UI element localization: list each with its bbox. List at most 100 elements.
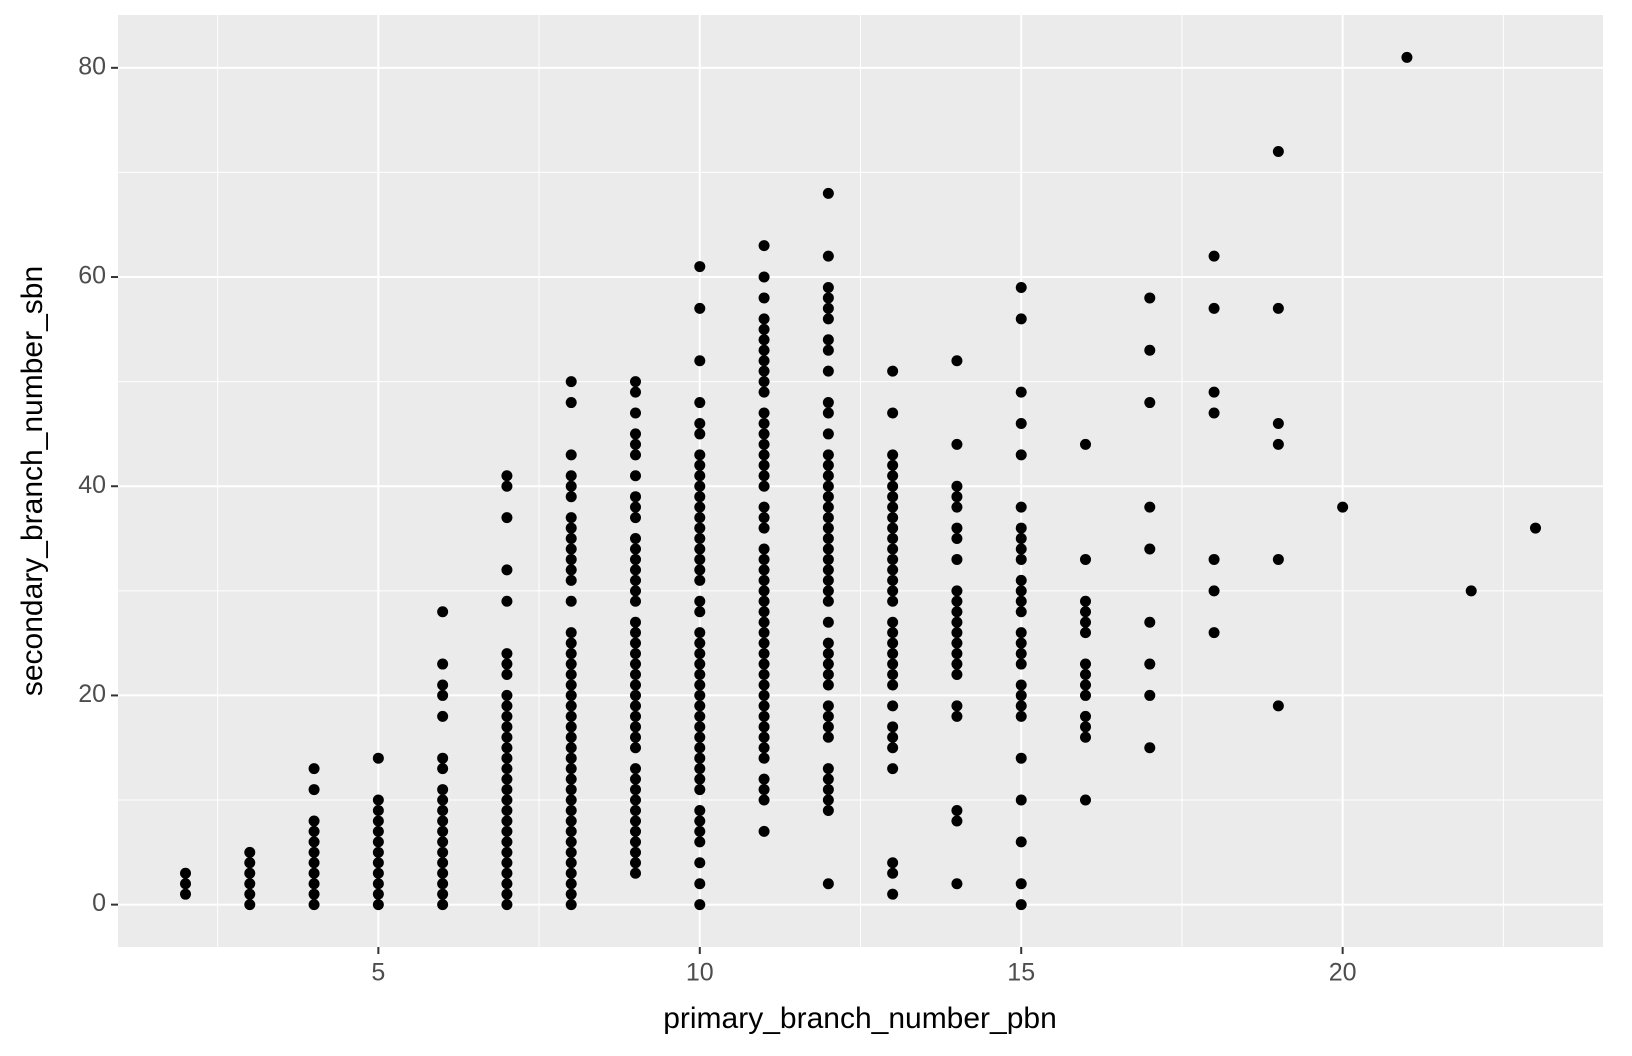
point [565,533,577,545]
point [822,553,834,565]
point [887,553,899,565]
point [630,449,641,461]
point [1144,616,1156,628]
point [372,878,384,890]
point [501,825,513,837]
y-axis-title: secondary_branch_number_sbn [16,266,49,696]
point [630,700,641,712]
point [887,585,899,597]
point [1208,250,1220,262]
point [694,804,706,816]
point [501,721,513,733]
point [694,710,706,722]
axes: 5 10 15 20 0 20 40 60 80 [78,52,1356,986]
point [501,899,513,911]
point [437,606,449,618]
point [1144,344,1156,356]
point [694,491,706,503]
point [758,344,770,356]
point [501,595,513,607]
point [822,302,834,314]
point [565,804,577,816]
point [630,376,641,388]
point [694,459,706,471]
point [951,595,963,607]
point [180,867,191,879]
point [630,836,641,848]
point [1015,281,1027,293]
point [822,731,834,743]
point [1208,627,1220,639]
point [630,742,641,754]
point [887,637,899,649]
point [758,585,770,597]
point [887,480,899,492]
point [887,595,899,607]
point [822,334,834,346]
point [822,878,834,890]
point [630,867,641,879]
point [565,731,577,743]
point [565,784,577,796]
points [180,51,1541,911]
point [565,878,577,890]
point [758,428,770,440]
point [887,763,899,775]
point [758,564,770,576]
point [1144,689,1156,701]
point [308,784,320,796]
point [822,616,834,628]
point [1080,794,1091,806]
point [630,669,641,681]
point [822,700,834,712]
point [694,533,706,545]
point [1144,292,1156,304]
point [694,721,706,733]
point [501,804,513,816]
point [758,637,770,649]
point [951,627,963,639]
point [822,470,834,482]
point [694,784,706,796]
point [1015,553,1027,565]
point [758,606,770,618]
point [565,700,577,712]
point [1208,386,1220,398]
point [758,784,770,796]
point [758,721,770,733]
point [822,710,834,722]
point [1208,585,1220,597]
point [501,512,513,524]
point [887,700,899,712]
point [308,899,320,911]
point [437,888,449,900]
point [1015,501,1027,513]
point [822,773,834,785]
point [694,522,706,534]
point [565,899,577,911]
point [565,721,577,733]
point [951,533,963,545]
point [630,543,641,555]
point [694,302,706,314]
point [630,564,641,576]
point [758,742,770,754]
point [951,616,963,628]
point [951,606,963,618]
point [887,627,899,639]
point [501,784,513,796]
point [758,459,770,471]
point [1015,679,1027,691]
point [887,669,899,681]
point [887,501,899,513]
point [1015,585,1027,597]
point [437,689,449,701]
point [437,899,449,911]
point [565,752,577,764]
point [758,595,770,607]
point [308,825,320,837]
point [1144,543,1156,555]
point [630,658,641,670]
point [951,648,963,660]
point [565,815,577,827]
